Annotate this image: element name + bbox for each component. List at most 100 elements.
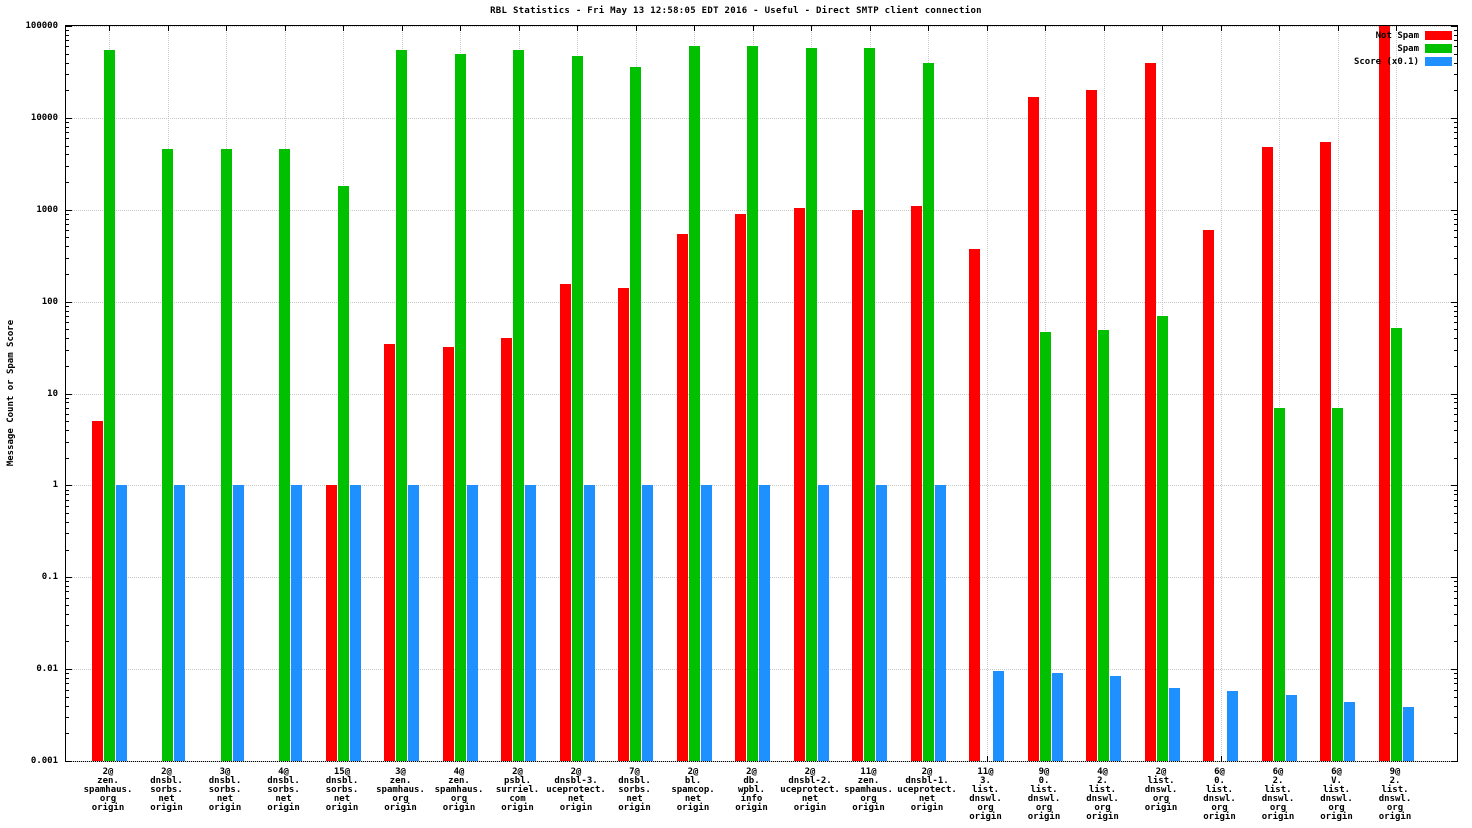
y-minor-tick-right [1454,696,1457,698]
bar-score-x0-1 [583,485,595,761]
x-tick-label: 2@ dnsbl-3. uceprotect. net origin [546,767,606,813]
y-minor-tick-right [1454,138,1457,140]
y-minor-tick-left [66,678,69,680]
y-minor-tick-right [1454,257,1457,259]
bar-spam [805,47,817,761]
x-tick-label: 3@ zen. spamhaus. org origin [376,767,425,813]
bar-not-spam [442,347,454,761]
y-major-tick-left [66,301,72,303]
y-major-tick-right [1451,761,1457,762]
bar-score-x0-1 [1227,690,1238,761]
bar-score-x0-1 [1344,701,1355,761]
bar-spam [922,62,934,761]
y-minor-tick-left [66,717,69,719]
bar-not-spam [1203,230,1214,761]
y-minor-tick-left [66,402,69,404]
y-minor-tick-left [66,165,69,167]
x-tick-top [1396,26,1397,31]
y-minor-tick-right [1454,154,1457,156]
y-minor-tick-right [1454,46,1457,48]
y-major-tick-left [66,26,72,27]
bar-spam [1332,407,1343,761]
y-minor-tick-left [66,273,69,275]
bar-score-x0-1 [1168,688,1180,761]
bar-score-x0-1 [993,671,1004,761]
bar-spam [747,46,758,761]
x-tick-label: 2@ dnsbl-2. uceprotect. net origin [780,767,840,813]
y-minor-tick-left [66,441,69,443]
y-major-tick-left [66,393,72,395]
y-major-tick-right [1451,577,1457,579]
x-tick-label: 2@ list. dnswl. org origin [1144,767,1178,813]
bar-not-spam [559,284,571,761]
bar-not-spam [1320,141,1331,761]
y-minor-tick-left [66,499,69,501]
y-minor-tick-left [66,310,69,312]
y-minor-tick-left [66,74,69,76]
bar-spam [513,49,524,761]
y-minor-tick-right [1454,733,1457,735]
bar-score-x0-1 [349,485,361,761]
y-minor-tick-right [1454,597,1457,599]
y-minor-tick-left [66,494,69,496]
bar-score-x0-1 [408,485,419,761]
y-minor-tick-left [66,62,69,64]
y-minor-tick-right [1454,230,1457,232]
y-minor-tick-right [1454,349,1457,351]
chart-title: RBL Statistics - Fri May 13 12:58:05 EDT… [490,6,982,16]
y-minor-tick-right [1454,338,1457,340]
y-minor-tick-left [66,604,69,606]
y-minor-tick-right [1454,421,1457,423]
y-minor-tick-right [1454,246,1457,248]
x-tick-label: 2@ dnsbl-1. uceprotect. net origin [897,767,957,813]
y-tick-label: 0.01 [36,664,58,675]
x-tick-label: 2@ bl. spamcop. net origin [671,767,715,813]
x-tick-label: 15@ dnsbl. sorbs. net origin [325,767,359,813]
x-tick-label: 3@ dnsbl. sorbs. net origin [208,767,242,813]
y-tick-label: 0.1 [41,572,58,583]
horizontal-gridline [66,393,1457,395]
bar-not-spam [1261,147,1273,761]
bar-score-x0-1 [466,485,478,761]
y-minor-tick-right [1454,641,1457,643]
y-minor-tick-right [1454,625,1457,627]
y-major-tick-right [1451,26,1457,27]
y-minor-tick-left [66,305,69,307]
horizontal-gridline [66,209,1457,211]
y-minor-tick-left [66,322,69,323]
y-minor-tick-left [66,237,69,239]
bar-not-spam [852,209,863,761]
x-tick-top [869,26,871,31]
x-tick-top [694,26,695,31]
x-tick-label: 6@ 0. list. dnswl. org origin [1203,767,1236,822]
x-tick-label: 2@ zen. spamhaus. org origin [83,767,133,813]
y-minor-tick-right [1454,521,1457,523]
y-minor-tick-left [66,683,69,685]
bar-not-spam [676,233,688,761]
y-major-tick-left [66,485,72,487]
legend-swatch [1425,44,1452,53]
y-minor-tick-right [1454,489,1457,491]
x-tick-label: 11@ zen. spamhaus. org origin [844,767,893,813]
y-minor-tick-left [66,30,69,32]
y-minor-tick-right [1454,237,1457,239]
horizontal-gridline [66,761,1457,762]
x-tick-bottom [1220,756,1222,761]
y-minor-tick-left [66,138,69,140]
y-tick-label: 1 [52,480,58,491]
x-tick-label: 2@ psbl. surriel. com origin [495,767,540,813]
y-minor-tick-right [1454,457,1457,459]
y-minor-tick-right [1454,407,1457,409]
y-minor-tick-right [1454,74,1457,76]
bar-score-x0-1 [876,485,887,761]
bar-score-x0-1 [1402,706,1414,761]
bar-spam [454,53,466,761]
horizontal-gridline [66,26,1457,27]
x-tick-label: 2@ dnsbl. sorbs. net origin [150,767,183,813]
y-minor-tick-right [1454,441,1457,443]
x-tick-top [986,26,988,31]
legend: Not Spam Spam Score (x0.1) [1354,29,1452,68]
horizontal-gridline [66,117,1457,119]
y-minor-tick-left [66,338,69,340]
x-tick-top [1045,26,1046,31]
